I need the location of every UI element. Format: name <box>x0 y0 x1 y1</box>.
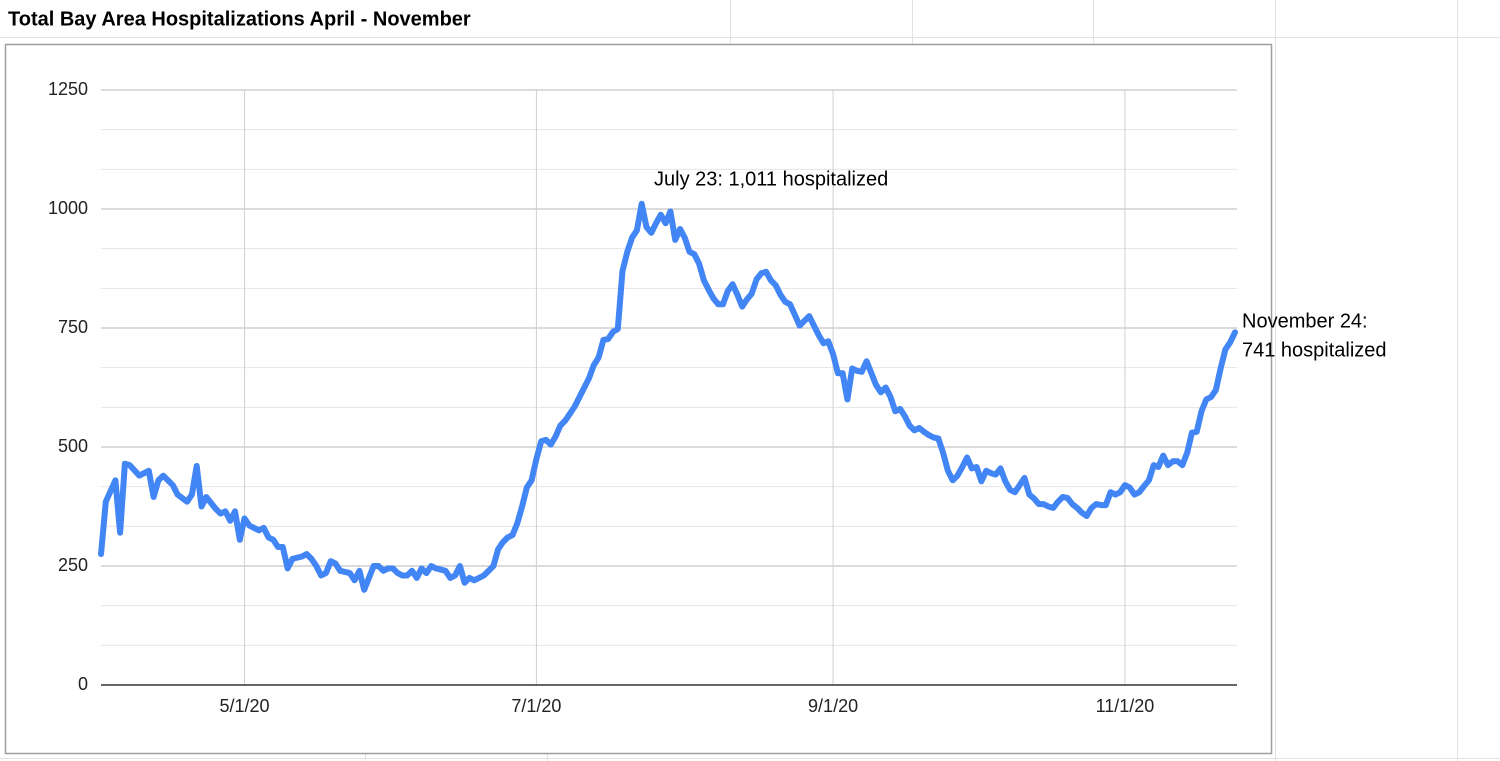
x-tick-label: 11/1/20 <box>1096 696 1155 716</box>
annotation: July 23: 1,011 hospitalized <box>654 168 888 190</box>
y-tick-label: 750 <box>58 317 88 337</box>
annotation: 741 hospitalized <box>1242 339 1387 361</box>
x-tick-label: 7/1/20 <box>511 696 561 716</box>
annotation: November 24: <box>1242 310 1368 332</box>
data-line <box>98 200 1238 593</box>
y-tick-label: 1250 <box>48 79 88 99</box>
y-tick-label: 0 <box>78 674 88 694</box>
x-tick-label: 5/1/20 <box>220 696 270 716</box>
chart-frame <box>4 43 1273 755</box>
x-tick-label: 9/1/20 <box>808 696 858 716</box>
chart-title: Total Bay Area Hospitalizations April - … <box>8 8 471 30</box>
y-tick-label: 500 <box>58 436 88 456</box>
y-tick-label: 250 <box>58 555 88 575</box>
y-tick-label: 1000 <box>48 198 88 218</box>
